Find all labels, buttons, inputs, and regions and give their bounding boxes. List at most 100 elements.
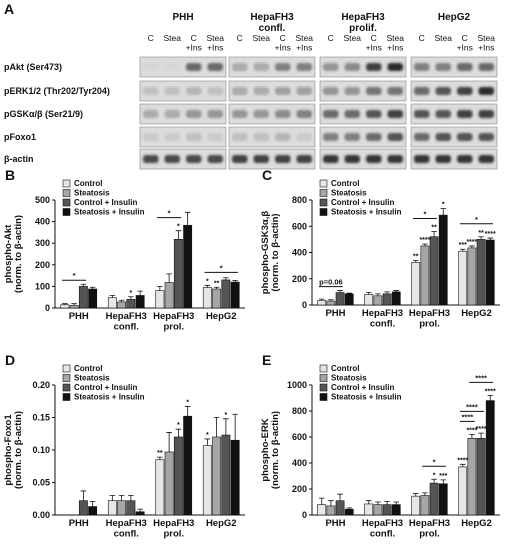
y-axis-label: (norm. to β-actin)	[13, 215, 24, 293]
bar	[88, 506, 98, 516]
blot-band	[164, 133, 180, 141]
blot-band	[323, 63, 339, 71]
bar	[212, 436, 222, 516]
text-line: +Ins	[457, 42, 473, 52]
blot-membrane	[228, 56, 316, 78]
error-bar	[328, 299, 334, 302]
bar	[126, 500, 136, 516]
blot-band	[435, 133, 451, 141]
blot-lane-label: C +Ins	[366, 33, 382, 52]
y-axis-label: phospho-ERK	[260, 418, 271, 481]
blot-lane-label: Stea +Ins	[207, 33, 225, 52]
blot-band	[275, 63, 291, 71]
blot-band	[323, 155, 339, 163]
x-tick-label: HepaFH3 confl.	[362, 308, 403, 329]
blot-band	[366, 63, 382, 71]
blot-group-label: HepaFH3 confl.	[250, 12, 294, 34]
legend-swatch	[319, 383, 328, 392]
bar	[164, 451, 174, 516]
error-bar	[137, 290, 143, 296]
legend-label: Control + Insulin	[331, 383, 394, 392]
text-line: HepaFH3	[106, 311, 147, 322]
bar	[364, 294, 374, 306]
text-line: +Ins	[207, 42, 223, 52]
x-tick-label: PHH	[325, 518, 345, 529]
blot-membrane	[139, 56, 227, 78]
legend-label: Steatosis	[331, 189, 367, 198]
error-bar	[80, 490, 87, 501]
text-line: +Ins	[186, 42, 202, 52]
bar	[230, 281, 240, 309]
bar	[317, 504, 327, 516]
text-line: confl.	[114, 528, 139, 539]
error-bar	[157, 286, 163, 291]
blot-band	[366, 155, 382, 163]
legend-swatch	[62, 383, 71, 392]
error-bar	[393, 290, 399, 292]
legend-swatch	[319, 189, 328, 197]
bar	[183, 415, 193, 516]
y-axis-label: (norm. to β-actin)	[270, 411, 281, 489]
text-line: prol.	[163, 528, 184, 539]
y-tick-label: 0.20	[32, 380, 50, 390]
blot-band	[366, 87, 382, 95]
y-tick-label: 300	[35, 238, 50, 248]
legend-label: Control	[74, 364, 102, 373]
error-bar	[175, 230, 182, 240]
legend-label: Steatosis + Insulin	[74, 393, 145, 402]
bar	[364, 503, 374, 516]
error-bar	[384, 291, 390, 294]
blot-band	[323, 110, 339, 118]
text-line: Stea	[387, 33, 405, 43]
blot-band	[387, 63, 403, 71]
error-bar	[137, 508, 143, 512]
text-line: C	[371, 33, 377, 43]
blot-band	[478, 155, 494, 163]
bar	[155, 290, 165, 309]
significance-label: *	[130, 290, 133, 297]
error-bar	[319, 497, 325, 505]
blot-band	[232, 133, 248, 141]
blot-membrane	[410, 80, 498, 102]
blot-band	[143, 63, 159, 71]
blot-band	[207, 155, 223, 163]
error-bar	[366, 292, 372, 295]
error-bar	[223, 418, 229, 436]
blot-lane-label: Stea	[253, 33, 271, 43]
significance-label: ***	[439, 473, 447, 480]
blot-membrane	[139, 126, 227, 148]
significance-label: ****	[485, 231, 496, 238]
blot-lane-label: Stea +Ins	[478, 33, 496, 52]
error-bar	[128, 495, 134, 501]
bar	[411, 262, 421, 306]
text-line: +Ins	[275, 42, 291, 52]
text-line: confl.	[370, 528, 395, 539]
y-tick-label: 0.05	[32, 478, 50, 488]
blot-lane-label: C +Ins	[186, 33, 202, 52]
error-bar	[346, 292, 352, 294]
blot-band	[478, 133, 494, 141]
blot-membrane	[228, 103, 316, 125]
text-line: Stea	[478, 33, 496, 43]
bar	[135, 295, 145, 309]
y-tick-label: 600	[292, 221, 307, 231]
legend-swatch	[62, 198, 71, 207]
blot-band	[164, 63, 180, 71]
bar	[117, 500, 127, 516]
bar	[420, 495, 430, 516]
x-tick-label: PHH	[325, 308, 345, 319]
error-bar	[184, 211, 191, 226]
blot-lane-label: Stea	[164, 33, 182, 43]
blot-band	[478, 87, 494, 95]
blot-band	[435, 110, 451, 118]
blot-band	[435, 155, 451, 163]
bar	[438, 214, 448, 306]
blot-band	[457, 133, 473, 141]
blot-band	[323, 133, 339, 141]
significance-label: ****	[485, 388, 496, 395]
bar	[230, 439, 240, 516]
x-tick-label: HepaFH3 prol.	[409, 518, 450, 539]
significance-label: ****	[461, 412, 473, 421]
error-bar	[469, 245, 475, 248]
blot-membrane	[410, 103, 498, 125]
